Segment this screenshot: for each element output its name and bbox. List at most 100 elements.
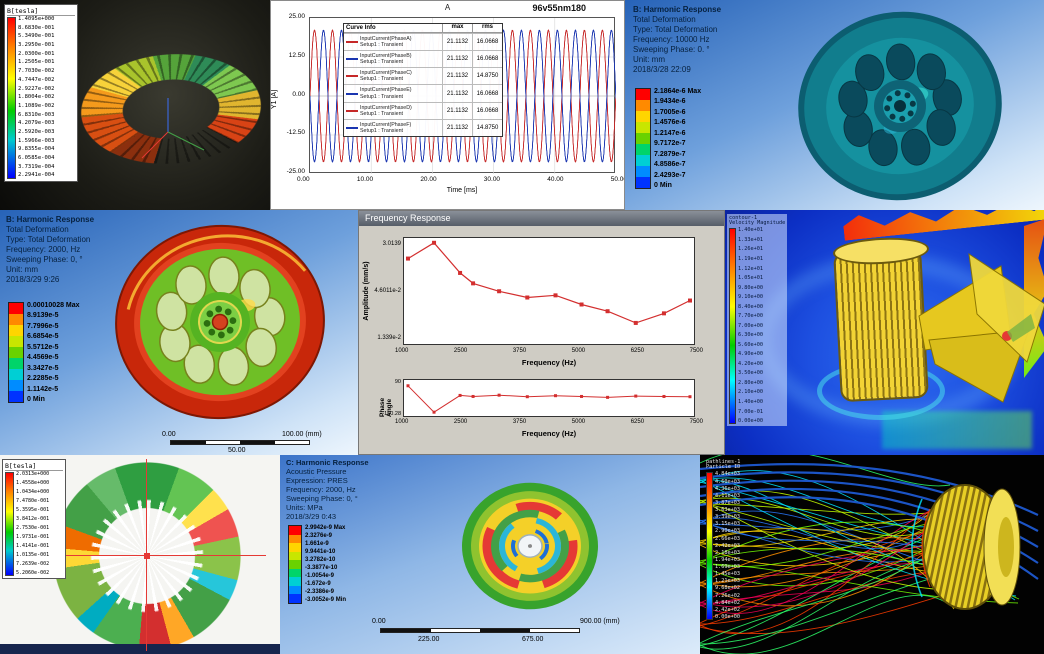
origin-marker	[144, 553, 150, 559]
x-ticks: 0.00 10.00 20.00 30.00 40.00 50.00	[297, 176, 624, 183]
particle-legend-value: 2.90e+03	[715, 528, 740, 535]
acoustic-disk-model[interactable]	[430, 463, 630, 625]
amplitude-chart[interactable]	[403, 237, 695, 345]
field-legend-value: 3.7319e-004	[18, 163, 55, 170]
scale-color-column	[635, 88, 651, 189]
result-header-line: 2018/3/28 22:09	[633, 65, 691, 74]
y-ticks: 25.00 12.50 0.00 -12.50 -25.00	[279, 13, 305, 175]
scale-value: 3.3427e-5	[27, 364, 59, 372]
phase-x-tick: 5000	[571, 419, 586, 425]
particle-legend-gradient	[706, 472, 713, 621]
field-legend-value: 2.0300e-001	[18, 50, 55, 57]
scale-value: 1.2147e-6	[654, 129, 686, 137]
impeller-model[interactable]	[911, 244, 1044, 414]
result-header-line: C: Harmonic Response	[286, 458, 369, 467]
result-header-line: Expression: PRES	[286, 476, 348, 485]
scale-color-cell	[9, 391, 23, 402]
result-header-line: 2018/3/29 9:26	[6, 275, 60, 284]
panel-cfd-pathlines: pathlines-1 Particle ID 4.84e+03 4.60e+03 4…	[700, 455, 1044, 654]
result-header-line: Type: Total Deformation	[6, 235, 91, 244]
field-legend-value: 1.0434e+000	[16, 489, 50, 495]
flywheel-model[interactable]	[100, 220, 350, 428]
x-axis-label: Time [ms]	[446, 187, 478, 194]
scale-color-cell	[636, 144, 650, 155]
field-legend-value: 1.5966e-003	[18, 137, 55, 144]
field-legend-value: 1.8004e-002	[18, 94, 55, 101]
curve-info-legend: Curve Info max rms InputCurrent(PhaseA) S…	[343, 23, 503, 137]
velocity-legend-value: 0.00e+00	[738, 418, 763, 425]
field-legend-value: 5.3595e-001	[16, 507, 50, 513]
deformation-scale: 0.00010028 Max 8.9139e-5 7.7996e-5 6.6854e-…	[8, 302, 80, 403]
x-tick-label: 0.00	[297, 176, 310, 183]
scale-value: 2.9942e-9 Max	[305, 525, 346, 531]
field-legend-value: 3.8412e-001	[16, 516, 50, 522]
scale-value: 2.2285e-5	[27, 375, 59, 383]
velocity-legend-value: 1.40e+01	[738, 227, 763, 234]
velocity-legend-value: 6.30e+00	[738, 332, 763, 339]
scale-value: 9.9441e-10	[305, 549, 336, 556]
scale-value: 9.7172e-7	[654, 140, 686, 148]
velocity-legend-value: 1.26e+01	[738, 246, 763, 253]
panel-maxwell-ring: B[tesla] 2.0313e+000 1.4558e+000 1.0434e+0…	[0, 455, 280, 654]
particle-legend-value: 2.42e+03	[715, 542, 740, 549]
panel-maxwell-torus: B[tesla] 1.4095e+000 8.6830e-001 5.3490e-0…	[0, 0, 270, 210]
velocity-legend-value: 9.80e+00	[738, 284, 763, 291]
field-legend-value: 3.2950e-001	[18, 42, 55, 49]
amplitude-axis-label: Amplitude (mm/s)	[363, 261, 370, 321]
result-header-line: Sweeping Phase: 0. °	[633, 45, 710, 54]
scale-color-column	[288, 525, 302, 604]
scale-color-cell	[636, 177, 650, 188]
field-legend-value: 1.9731e-001	[16, 534, 50, 540]
velocity-legend-value: 1.40e+00	[738, 398, 763, 405]
amp-y-tick: 4.6011e-2	[374, 288, 401, 294]
curve-info-max-header: max	[442, 24, 472, 32]
phase-chart[interactable]	[403, 379, 695, 417]
panel-harmonic-2000hz: B: Harmonic Response Total Deformation Typ…	[0, 210, 358, 455]
result-header-line: B: Harmonic Response	[633, 5, 722, 14]
scale-color-cell	[289, 594, 301, 603]
scale-value: 1.4576e-6	[654, 119, 686, 127]
result-header-line: B: Harmonic Response	[6, 215, 95, 224]
bottom-bar	[0, 644, 280, 654]
field-legend-title: B[tesla]	[5, 462, 63, 471]
velocity-legend-value: 1.05e+01	[738, 275, 763, 282]
scale-color-cell	[289, 526, 301, 535]
rotor-wheel-model[interactable]	[765, 6, 1035, 206]
amp-y-tick: 1.339e-2	[377, 335, 401, 341]
result-header-line: Acoustic Pressure	[286, 467, 347, 476]
scale-color-cell	[289, 543, 301, 552]
curve-legend-row: InputCurrent(PhaseE) Setup1 : Transient 21…	[344, 84, 502, 102]
field-legend: B[tesla] 2.0313e+000 1.4558e+000 1.0434e+0…	[2, 459, 66, 579]
particle-legend-value: 1.21e+03	[715, 578, 740, 585]
scale-color-cell	[9, 314, 23, 325]
velocity-legend-value: 4.20e+00	[738, 360, 763, 367]
legend-title-line: pathlines-1	[706, 459, 741, 465]
velocity-legend-value: 8.40e+00	[738, 303, 763, 310]
phase-y-tick: -150.28	[382, 411, 401, 417]
scale-value: -3.3877e-10	[305, 565, 338, 572]
field-legend-value: 2.9227e-002	[18, 85, 55, 92]
particle-legend: pathlines-1 Particle ID 4.84e+03 4.60e+03 4…	[704, 458, 742, 622]
x-tick-label: 40.00	[547, 176, 564, 183]
field-legend-value: 1.1089e-002	[18, 102, 55, 109]
gear-model[interactable]	[910, 469, 1040, 629]
scale-color-cell	[289, 560, 301, 569]
particle-legend-value: 1.69e+03	[715, 564, 740, 571]
curve-info-rms-header: rms	[472, 24, 502, 32]
y-tick-label: 12.50	[288, 51, 305, 59]
result-header-line: Sweeping Phase: 0, °	[286, 494, 358, 503]
plot-corner-label: 96v55nm180	[532, 3, 586, 13]
ruler-q1-label: 225.00	[418, 636, 440, 643]
field-legend-title: B[tesla]	[7, 7, 75, 16]
field-legend-value: 6.0585e-004	[18, 155, 55, 161]
x-tick-label: 50.00	[610, 176, 624, 183]
field-legend-value: 1.0135e-001	[16, 552, 50, 558]
particle-legend-value: 3.39e+03	[715, 514, 740, 521]
field-legend: B[tesla] 1.4095e+000 8.6830e-001 5.3490e-0…	[4, 4, 78, 182]
scale-value: 1.9434e-6	[654, 98, 686, 106]
scale-value: 2.4293e-7	[654, 171, 686, 179]
window-titlebar[interactable]: Frequency Response	[359, 211, 724, 226]
scale-values: 0.00010028 Max 8.9139e-5 7.7996e-5 6.6854e-…	[27, 302, 80, 403]
scale-value: 0 Min	[654, 181, 672, 189]
